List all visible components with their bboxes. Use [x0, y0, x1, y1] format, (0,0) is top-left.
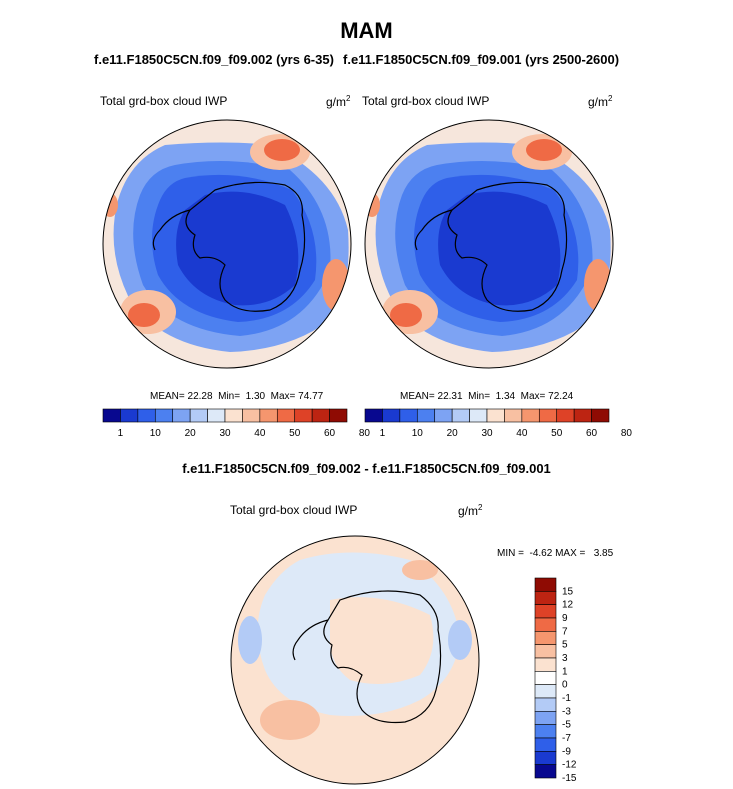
colorbar-swatch — [242, 408, 261, 423]
colorbar-swatch — [364, 408, 383, 423]
colorbar-swatch — [534, 751, 557, 765]
case-label-right: f.e11.F1850C5CN.f09_f09.001 (yrs 2500-26… — [343, 52, 620, 67]
variable-label-right: Total grd-box cloud IWP — [362, 94, 490, 108]
difference-title: f.e11.F1850C5CN.f09_f09.002 - f.e11.F185… — [182, 461, 551, 476]
colorbar-tick-label: 40 — [254, 428, 266, 439]
colorbar-swatch — [534, 737, 557, 752]
colorbar-swatch — [172, 408, 191, 423]
colorbar-swatch — [534, 724, 557, 739]
colorbar-swatch — [534, 577, 557, 592]
colorbar-tick-label: 0 — [562, 680, 568, 691]
colorbar-swatch — [382, 408, 401, 423]
colorbar-tick-label: -1 — [562, 693, 571, 704]
colorbar-tick-label: 3 — [562, 653, 568, 664]
colorbar-swatch — [294, 408, 313, 423]
colorbar-tick-label: -12 — [562, 760, 577, 771]
variable-label-left: Total grd-box cloud IWP — [100, 94, 228, 108]
colorbar-tick-label: 60 — [324, 428, 336, 439]
colorbar-swatch — [259, 408, 278, 423]
stats-left: MEAN= 22.28 Min= 1.30 Max= 74.77 — [150, 391, 324, 402]
colorbar-tick-label: 50 — [551, 428, 563, 439]
colorbar-swatch — [329, 408, 348, 423]
colorbar-tick-label: -9 — [562, 746, 571, 757]
colorbar-tick-label: 40 — [516, 428, 528, 439]
colorbar-tick-label: 1 — [118, 428, 124, 439]
colorbar-tick-label: -3 — [562, 706, 571, 717]
colorbar-tick-label: -15 — [562, 773, 577, 784]
colorbar-tick-label: 50 — [289, 428, 301, 439]
stats-right: MEAN= 22.31 Min= 1.34 Max= 72.24 — [400, 391, 574, 402]
colorbar-tick-label: 30 — [219, 428, 231, 439]
figure-title: MAM — [340, 18, 393, 43]
colorbar-right: 1 10 20 30 40 50 60 80 — [364, 408, 633, 439]
colorbar-swatch — [573, 408, 592, 423]
map-difference — [231, 536, 479, 784]
colorbar-swatch — [137, 408, 156, 423]
colorbar-swatch — [534, 644, 557, 659]
colorbar-swatch — [399, 408, 418, 423]
colorbar-swatch — [120, 408, 139, 423]
colorbar-left: 1 10 20 30 40 50 60 80 — [102, 408, 371, 439]
colorbar-tick-label: 80 — [359, 428, 371, 439]
colorbar-swatch — [224, 408, 243, 423]
colorbar-swatch — [534, 684, 557, 699]
colorbar-swatch — [521, 408, 540, 423]
colorbar-swatch — [102, 408, 121, 423]
colorbar-swatch — [486, 408, 505, 423]
colorbar-tick-label: 5 — [562, 640, 568, 651]
minmax-diff: MIN = -4.62 MAX = 3.85 — [497, 548, 614, 559]
colorbar-swatch — [534, 591, 557, 605]
colorbar-swatch — [534, 657, 557, 672]
colorbar-tick-label: 20 — [185, 428, 197, 439]
map-left — [103, 120, 351, 368]
colorbar-swatch — [534, 604, 557, 619]
colorbar-swatch — [534, 671, 557, 685]
colorbar-swatch — [434, 408, 453, 423]
colorbar-tick-label: 7 — [562, 626, 568, 637]
colorbar-swatch — [534, 697, 557, 712]
units-right: g/m2 — [588, 94, 613, 109]
colorbar-difference: 15 12 9 7 5 3 1 0 -1 -3 -5 -7 -9 -12 -15 — [534, 577, 577, 784]
colorbar-swatch — [451, 408, 470, 423]
colorbar-swatch — [591, 408, 610, 423]
colorbar-swatch — [189, 408, 208, 423]
colorbar-tick-label: 1 — [562, 666, 568, 677]
units-left: g/m2 — [326, 94, 351, 109]
colorbar-swatch — [534, 711, 557, 725]
colorbar-tick-label: 10 — [150, 428, 162, 439]
colorbar-tick-label: 10 — [412, 428, 424, 439]
colorbar-swatch — [556, 408, 575, 423]
colorbar-tick-label: 1 — [380, 428, 386, 439]
colorbar-swatch — [154, 408, 174, 423]
colorbar-swatch — [538, 408, 558, 423]
colorbar-tick-label: 9 — [562, 613, 568, 624]
colorbar-swatch — [469, 408, 488, 423]
colorbar-swatch — [504, 408, 523, 423]
case-label-left: f.e11.F1850C5CN.f09_f09.002 (yrs 6-35) — [94, 52, 334, 67]
map-right — [365, 120, 613, 368]
colorbar-tick-label: -5 — [562, 720, 571, 731]
colorbar-tick-label: 30 — [481, 428, 493, 439]
colorbar-swatch — [276, 408, 296, 423]
colorbar-tick-label: 20 — [447, 428, 459, 439]
colorbar-tick-label: -7 — [562, 733, 571, 744]
colorbar-swatch — [416, 408, 436, 423]
colorbar-swatch — [207, 408, 226, 423]
colorbar-tick-label: 12 — [562, 600, 574, 611]
colorbar-tick-label: 15 — [562, 586, 574, 597]
colorbar-tick-label: 60 — [586, 428, 598, 439]
colorbar-swatch — [534, 617, 557, 632]
colorbar-swatch — [534, 631, 557, 645]
colorbar-tick-label: 80 — [621, 428, 633, 439]
colorbar-swatch — [311, 408, 330, 423]
colorbar-swatch — [534, 764, 557, 779]
units-diff: g/m2 — [458, 503, 483, 518]
variable-label-diff: Total grd-box cloud IWP — [230, 503, 358, 517]
